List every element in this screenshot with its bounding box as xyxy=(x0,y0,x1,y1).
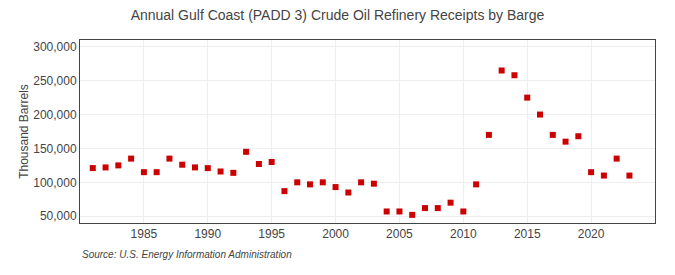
svg-text:1985: 1985 xyxy=(131,227,158,241)
svg-text:2000: 2000 xyxy=(322,227,349,241)
svg-text:250,000: 250,000 xyxy=(33,74,77,88)
svg-text:Source: U.S. Energy Informatio: Source: U.S. Energy Information Administ… xyxy=(82,249,292,260)
svg-text:2020: 2020 xyxy=(578,227,605,241)
svg-text:2010: 2010 xyxy=(450,227,477,241)
svg-text:2005: 2005 xyxy=(386,227,413,241)
svg-text:100,000: 100,000 xyxy=(33,176,77,190)
svg-text:2015: 2015 xyxy=(514,227,541,241)
svg-text:150,000: 150,000 xyxy=(33,142,77,156)
svg-text:200,000: 200,000 xyxy=(33,108,77,122)
svg-text:Annual Gulf Coast (PADD 3) Cru: Annual Gulf Coast (PADD 3) Crude Oil Ref… xyxy=(131,7,545,23)
svg-text:1990: 1990 xyxy=(194,227,221,241)
svg-text:Thousand Barrels: Thousand Barrels xyxy=(17,84,31,179)
svg-text:300,000: 300,000 xyxy=(33,40,77,54)
svg-text:1995: 1995 xyxy=(258,227,285,241)
svg-text:50,000: 50,000 xyxy=(40,209,77,223)
